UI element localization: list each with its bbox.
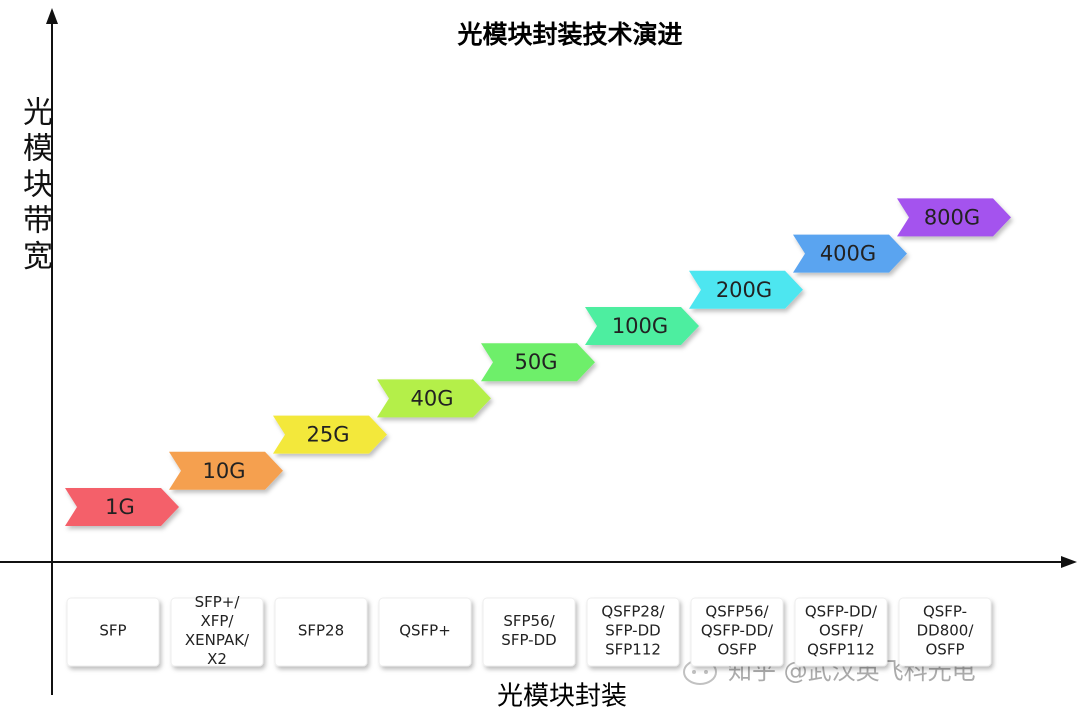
package-box [170,597,264,667]
speed-label: 200G [716,278,772,302]
package-label: XFP/ [200,612,234,630]
speed-label: 40G [411,386,454,410]
package-label: QSFP-DD/ [701,622,774,640]
speed-chevron [65,488,179,526]
package-label: DD800/ [917,622,975,640]
speed-label: 1G [105,495,135,519]
package-box [898,597,992,667]
package-box [586,597,680,667]
speed-label: 800G [924,205,980,229]
package-label: QSFP+ [399,622,451,640]
speed-chevron [897,198,1011,237]
speed-chevron [273,415,387,454]
package-label: SFP28 [298,622,344,640]
speed-chevron [689,270,803,309]
package-label: X2 [207,650,227,668]
speed-label: 100G [612,314,668,338]
x-axis-arrow [1061,556,1077,568]
speed-label: 50G [515,350,558,374]
package-label: OSFP [925,641,964,659]
speed-chevron [793,234,907,273]
package-label: SFP112 [605,641,661,659]
package-label: SFP56/ [503,612,555,630]
package-label: OSFP [717,641,756,659]
title: 光模块封装技术演进 [456,20,682,49]
package-label: SFP [99,622,126,640]
package-label: QSFP28/ [601,603,665,621]
package-box [378,597,472,667]
speed-chevron [377,379,491,418]
package-label: OSFP/ [819,622,864,640]
speed-label: 25G [307,423,350,447]
package-box [794,597,888,667]
y-axis-arrow [46,8,58,24]
package-label: XENPAK/ [185,631,250,649]
package-box [274,597,368,667]
package-box [482,597,576,667]
x-axis-label: 光模块封装 [497,682,627,712]
package-label: QSFP- [923,603,967,621]
package-label: QSFP112 [807,641,875,659]
package-label: SFP-DD [605,622,660,640]
speed-chevron [169,451,283,490]
package-box [66,597,160,667]
speed-chevron [585,307,699,345]
package-label: QSFP56/ [705,603,769,621]
package-label: SFP-DD [501,631,556,649]
package-box [690,597,784,667]
package-label: SFP+/ [195,593,241,611]
package-label: QSFP-DD/ [805,603,878,621]
speed-label: 400G [820,242,876,266]
speed-label: 10G [203,459,246,483]
speed-chevron [481,343,595,382]
y-axis-label: 光模块带宽 [17,96,52,276]
